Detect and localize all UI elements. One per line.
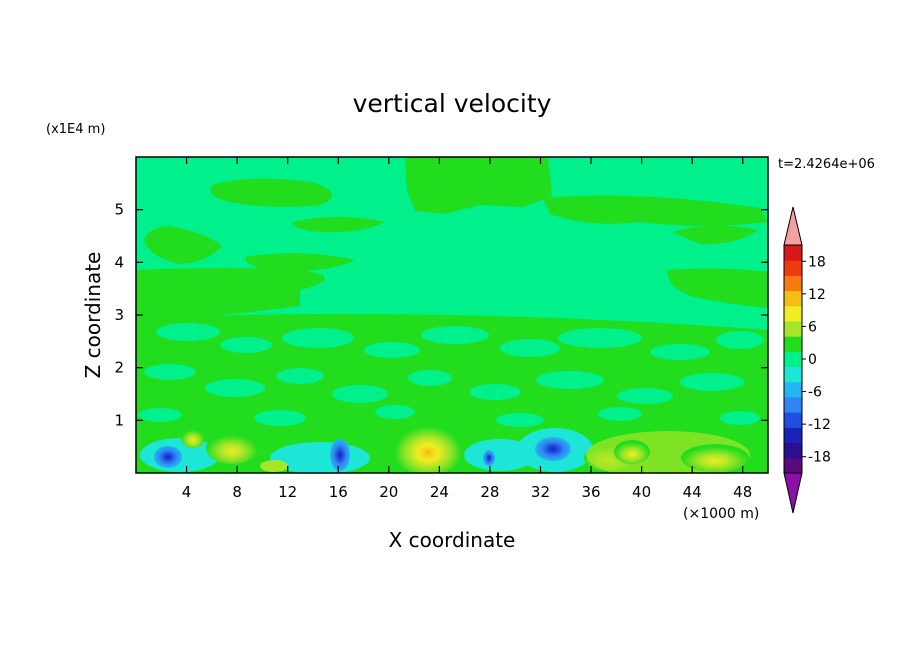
x-tick-label: 40 <box>632 483 651 501</box>
colorbar-swatch <box>784 366 802 383</box>
colorbar-tick-label: -18 <box>808 450 831 466</box>
time-label: t=2.4264e+06 <box>778 157 875 172</box>
colorbar-tick-label: 0 <box>808 352 817 368</box>
colorbar-under-arrow <box>783 472 803 514</box>
colorbar-tick-label: 18 <box>808 254 826 270</box>
speckle-layer <box>138 323 764 427</box>
x-tick-label: 48 <box>733 483 752 501</box>
x-axis-ticks: 4 8 12 16 20 24 28 32 36 40 44 48 <box>182 157 752 501</box>
x-tick-label: 20 <box>379 483 398 501</box>
surface-features <box>140 424 750 473</box>
y-axis-ticks: 1 2 3 4 5 <box>114 201 768 429</box>
colorbar-swatch <box>784 245 802 261</box>
x-units-label: (×1000 m) <box>683 506 759 522</box>
colorbar-swatch <box>784 427 802 444</box>
colorbar-swatch <box>784 336 802 352</box>
plot-area <box>136 157 768 473</box>
x-tick-label: 16 <box>329 483 348 501</box>
y-tick-label: 5 <box>114 201 124 219</box>
x-tick-label: 4 <box>182 483 192 501</box>
colorbar-swatch <box>784 260 802 276</box>
positive-weak-regions <box>136 157 768 473</box>
colorbar-swatch <box>784 290 802 307</box>
colorbar-swatch <box>784 321 802 337</box>
y-axis-label: Z coordinate <box>81 252 105 379</box>
y-tick-label: 4 <box>114 253 124 271</box>
y-tick-label: 2 <box>114 359 124 377</box>
x-tick-label: 24 <box>430 483 449 501</box>
x-tick-label: 36 <box>581 483 600 501</box>
x-axis-label: X coordinate <box>389 528 516 552</box>
colorbar-swatch <box>784 397 802 413</box>
colorbar-swatch <box>784 351 802 368</box>
x-tick-label: 28 <box>480 483 499 501</box>
colorbar: 18 12 6 0 -6 -12 -18 <box>783 206 831 514</box>
colorbar-tick-label: -12 <box>808 417 831 433</box>
colorbar-swatch <box>784 305 802 322</box>
colorbar-swatch <box>784 442 802 459</box>
y-tick-label: 1 <box>114 411 124 429</box>
colorbar-tick-label: 6 <box>808 319 817 335</box>
x-tick-label: 12 <box>278 483 297 501</box>
chart-title: vertical velocity <box>353 89 552 118</box>
colorbar-swatch <box>784 381 802 398</box>
x-tick-label: 32 <box>531 483 550 501</box>
colorbar-swatch <box>784 412 802 428</box>
colorbar-tick-label: -6 <box>808 385 822 401</box>
colorbar-swatch <box>784 457 802 474</box>
y-tick-label: 3 <box>114 306 124 324</box>
y-units-label: (x1E4 m) <box>46 122 105 137</box>
x-tick-label: 8 <box>232 483 242 501</box>
x-tick-label: 44 <box>683 483 702 501</box>
colorbar-swatch <box>784 275 802 292</box>
colorbar-tick-label: 12 <box>808 287 826 303</box>
colorbar-over-arrow <box>783 206 803 246</box>
